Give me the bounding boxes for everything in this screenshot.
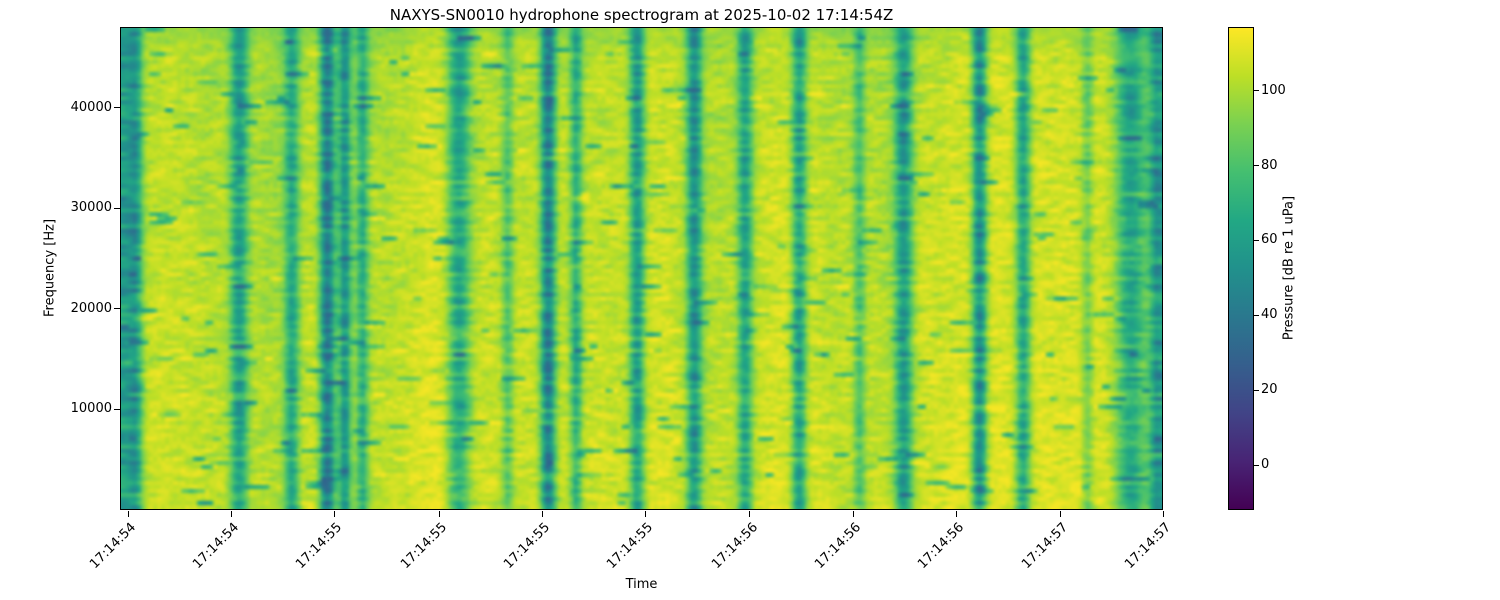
x-tick-mark (541, 511, 543, 517)
x-axis-label: Time (625, 577, 658, 592)
colorbar-tick-label: 80 (1261, 157, 1278, 173)
colorbar-tick-label: 20 (1261, 382, 1278, 398)
x-tick-label: 17:14:54 (87, 520, 139, 572)
x-tick-mark (1060, 511, 1062, 517)
x-tick-label: 17:14:55 (604, 520, 657, 572)
x-tick-mark (127, 511, 129, 517)
colorbar-tick-mark (1254, 464, 1259, 466)
colorbar-tick-label: 40 (1261, 307, 1278, 323)
colorbar-tick-mark (1254, 389, 1259, 391)
x-tick-label: 17:14:56 (915, 520, 968, 572)
colorbar-tick-mark (1254, 314, 1259, 316)
y-tick-label: 10000 (70, 401, 112, 417)
x-tick-label: 17:14:55 (501, 520, 554, 572)
x-tick-mark (438, 511, 440, 517)
colorbar-tick-mark (1254, 90, 1259, 92)
x-tick-mark (955, 511, 957, 517)
x-tick-mark (334, 511, 336, 517)
colorbar-gradient (1229, 28, 1253, 509)
y-tick-mark (114, 207, 120, 209)
spectrogram-heatmap (121, 28, 1162, 509)
x-tick-label: 17:14:56 (811, 520, 864, 572)
y-tick-mark (114, 408, 120, 410)
chart-title: NAXYS-SN0010 hydrophone spectrogram at 2… (389, 6, 894, 24)
x-tick-label: 17:14:57 (1121, 520, 1174, 572)
x-tick-mark (1162, 511, 1164, 517)
y-tick-label: 40000 (70, 99, 112, 115)
x-tick-label: 17:14:54 (190, 520, 243, 572)
spectrogram-plot-area (120, 27, 1163, 510)
x-tick-label: 17:14:55 (397, 520, 450, 572)
x-tick-mark (852, 511, 854, 517)
x-tick-mark (645, 511, 647, 517)
x-tick-mark (231, 511, 233, 517)
y-tick-mark (114, 308, 120, 310)
x-tick-label: 17:14:55 (293, 520, 346, 572)
colorbar-tick-mark (1254, 165, 1259, 167)
colorbar-tick-label: 100 (1261, 82, 1286, 98)
x-tick-mark (749, 511, 751, 517)
colorbar-tick-label: 0 (1261, 457, 1270, 473)
colorbar-tick-label: 60 (1261, 232, 1278, 248)
x-tick-label: 17:14:56 (708, 520, 761, 572)
colorbar-label: Pressure [dB re 1 uPa] (1281, 195, 1297, 341)
y-tick-label: 30000 (70, 200, 112, 216)
colorbar-tick-mark (1254, 239, 1259, 241)
y-tick-mark (114, 107, 120, 108)
y-tick-label: 20000 (70, 300, 112, 316)
colorbar (1228, 27, 1254, 510)
x-tick-label: 17:14:57 (1019, 520, 1072, 572)
